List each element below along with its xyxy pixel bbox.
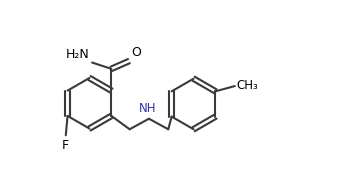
Text: H₂N: H₂N [65,48,89,61]
Text: NH: NH [139,102,156,114]
Text: CH₃: CH₃ [237,79,258,92]
Text: F: F [62,140,69,152]
Text: O: O [131,46,141,59]
